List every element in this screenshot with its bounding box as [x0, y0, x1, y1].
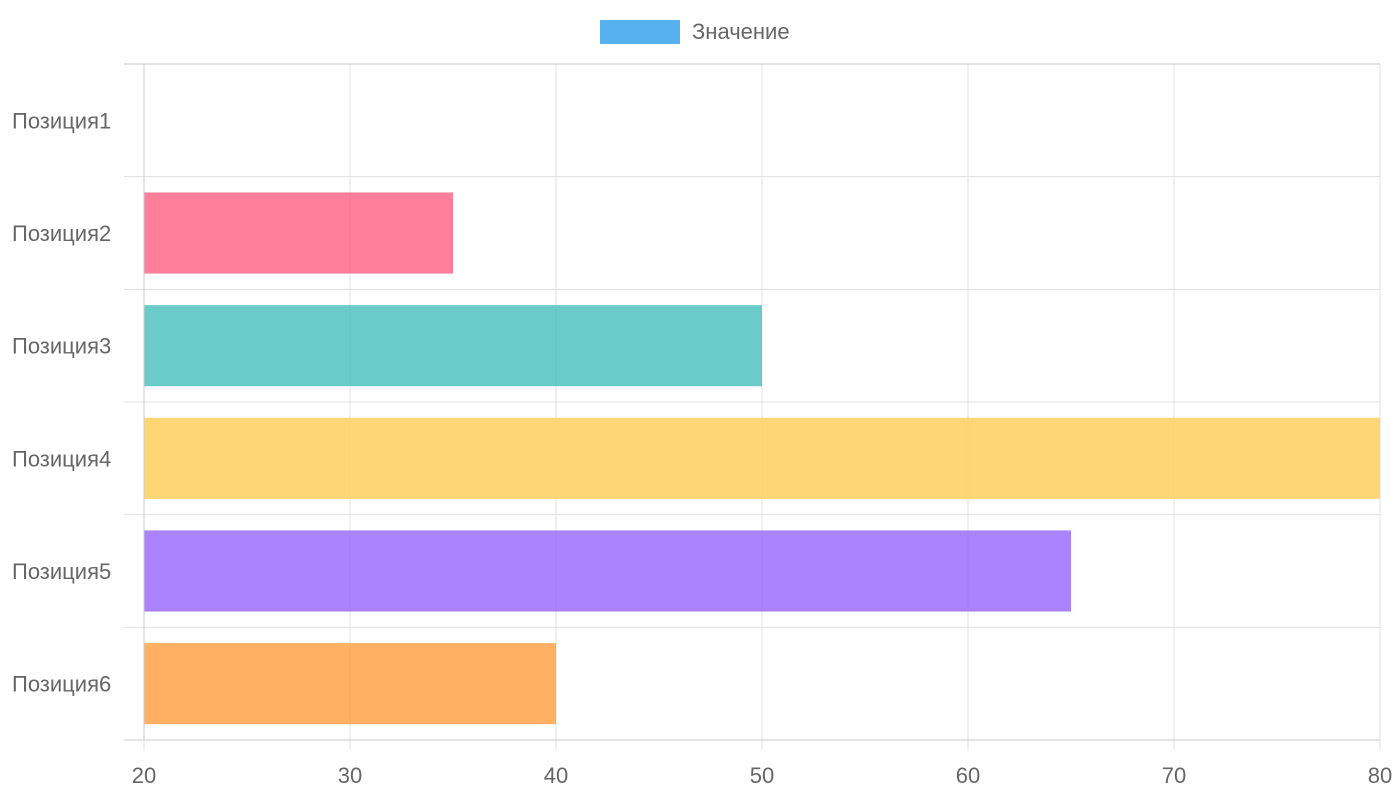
bar-3 — [144, 305, 762, 387]
axis-layer: 20 30 40 50 60 70 80 Позиция1 Позиция2 Позиция3 По… — [12, 64, 1392, 788]
bars-layer — [144, 192, 1380, 725]
legend-swatch[interactable] — [600, 20, 680, 44]
y-category-label: Позиция6 — [12, 672, 111, 697]
grid-layer — [124, 63, 1381, 750]
y-category-label: Позиция4 — [12, 446, 111, 471]
x-tick-label: 80 — [1368, 763, 1392, 788]
legend[interactable]: Значение — [600, 19, 790, 44]
y-category-label: Позиция5 — [12, 559, 111, 584]
legend-label[interactable]: Значение — [692, 19, 790, 44]
y-category-label: Позиция1 — [12, 108, 111, 133]
x-tick-label: 50 — [750, 763, 774, 788]
bar-5 — [144, 530, 1071, 612]
x-tick-label: 20 — [132, 763, 156, 788]
x-tick-label: 60 — [956, 763, 980, 788]
y-category-label: Позиция2 — [12, 221, 111, 246]
bar-4 — [144, 417, 1380, 499]
y-category-label: Позиция3 — [12, 334, 111, 359]
x-tick-label: 40 — [544, 763, 568, 788]
x-tick-label: 30 — [338, 763, 362, 788]
bar-6 — [144, 643, 556, 725]
bar-2 — [144, 192, 453, 274]
x-tick-label: 70 — [1162, 763, 1186, 788]
